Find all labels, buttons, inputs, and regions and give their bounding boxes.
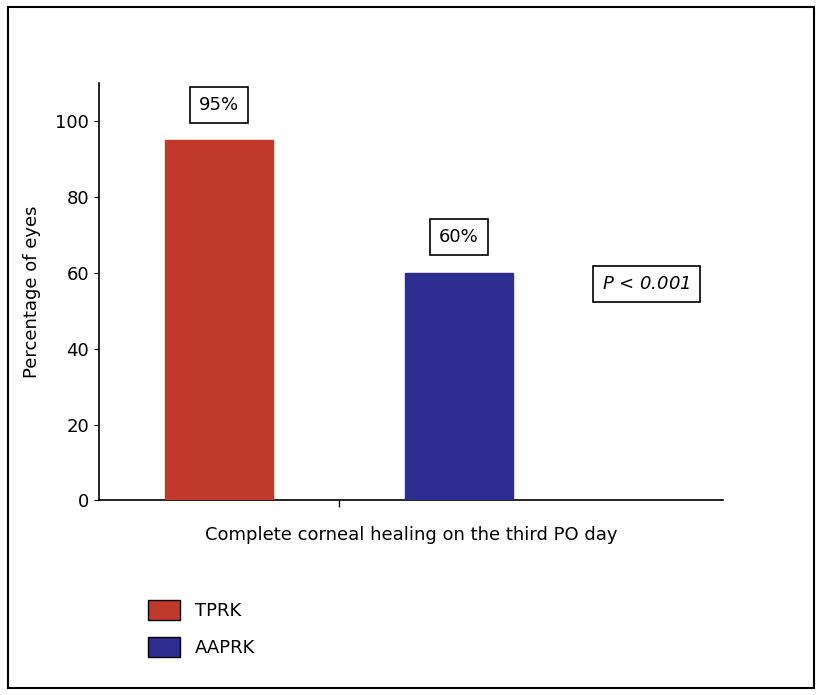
Text: 60%: 60% bbox=[439, 229, 479, 247]
Y-axis label: Percentage of eyes: Percentage of eyes bbox=[23, 206, 41, 378]
Legend: TPRK, AAPRK: TPRK, AAPRK bbox=[139, 591, 265, 667]
Bar bbox=[405, 273, 513, 500]
Bar bbox=[164, 140, 273, 500]
X-axis label: Complete corneal healing on the third PO day: Complete corneal healing on the third PO… bbox=[205, 526, 617, 544]
Text: $P$ < 0.001: $P$ < 0.001 bbox=[603, 275, 690, 293]
Text: 95%: 95% bbox=[199, 96, 239, 114]
